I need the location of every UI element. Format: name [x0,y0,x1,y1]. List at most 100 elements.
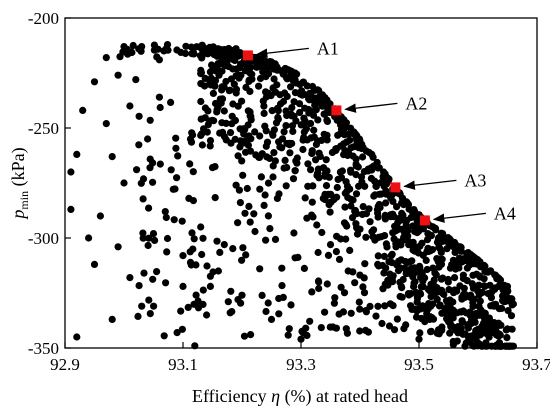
data-point [290,229,298,237]
data-point [261,191,269,199]
data-point [342,325,350,333]
data-point [397,216,405,224]
data-point [366,302,374,310]
data-point [167,166,175,174]
data-point [289,127,297,135]
data-point [381,211,389,219]
data-point [146,310,154,318]
data-point [334,175,342,183]
data-point [199,234,207,242]
data-point [128,48,136,57]
data-point [271,235,280,243]
data-point [161,208,169,216]
data-point [426,302,434,311]
data-point [206,142,214,150]
data-point [323,97,331,105]
data-point [407,213,415,222]
data-point [337,283,345,291]
data-point [312,140,320,148]
data-point [192,291,200,299]
data-point [300,114,308,122]
data-point [451,238,459,247]
data-point [218,67,226,75]
data-point [280,164,288,172]
data-point [162,213,170,222]
data-point [312,156,320,164]
data-point [275,310,283,318]
data-point [197,223,205,231]
data-point [476,273,484,281]
data-point [270,149,278,157]
highlight-marker-a2 [331,105,342,116]
data-point [149,275,157,283]
data-point [276,91,284,99]
data-point [321,196,329,204]
data-point [295,100,304,108]
data-point [126,274,134,282]
data-point [243,184,251,193]
data-point [278,135,287,143]
data-point [67,168,75,176]
data-point [476,297,484,305]
data-point [304,160,312,168]
data-point [248,70,256,78]
data-point [342,178,350,186]
data-point [300,264,308,272]
data-point [250,210,258,218]
data-point [362,308,370,316]
data-point [427,232,435,240]
data-point [234,219,242,227]
data-point [134,312,142,320]
data-point [357,173,366,181]
data-point [380,168,388,176]
data-point [399,275,407,284]
annotation-arrow-a1 [255,47,309,58]
data-point [465,320,473,328]
data-point [197,97,205,106]
data-point [315,87,323,95]
data-point [114,71,122,79]
annotation-label-a3: A3 [464,170,486,190]
data-point [458,318,467,326]
data-point [315,174,323,182]
data-point [206,43,214,52]
data-point [211,194,219,202]
data-point [356,305,364,313]
data-point [269,84,277,92]
data-point [179,282,187,290]
data-point [342,138,351,146]
data-point [234,152,242,160]
data-point [268,107,276,115]
data-point [213,108,221,116]
data-point [469,271,477,279]
data-point [266,225,274,233]
data-point [156,160,164,168]
data-point [289,175,298,183]
data-point [246,218,254,226]
data-point [361,182,369,190]
data-point [351,206,359,215]
data-point [108,153,116,161]
data-point [238,256,246,264]
data-point [307,119,315,128]
data-point [256,132,264,140]
data-point [222,119,230,127]
data-point [96,212,104,220]
data-point [399,236,407,244]
data-point [108,315,116,323]
data-point [179,252,187,260]
data-point [149,178,157,186]
data-point [492,271,500,279]
data-point [90,260,99,268]
y-tick-label: -350 [28,339,59,358]
data-point [201,82,209,90]
data-point [278,282,286,290]
data-point [402,221,410,229]
data-point [240,125,248,133]
data-point [241,209,249,217]
data-point [246,147,255,155]
data-point [375,202,384,211]
data-point [349,152,357,160]
data-point [347,309,355,317]
